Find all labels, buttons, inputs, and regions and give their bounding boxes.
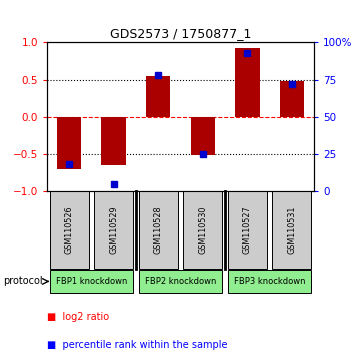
Bar bbox=[279, 81, 304, 117]
Text: GSM110529: GSM110529 bbox=[109, 206, 118, 255]
Bar bbox=[49, 270, 133, 292]
Text: GSM110530: GSM110530 bbox=[198, 206, 207, 254]
Bar bbox=[191, 117, 215, 155]
Bar bbox=[235, 48, 260, 117]
Text: GSM110528: GSM110528 bbox=[154, 206, 163, 255]
Bar bbox=[139, 270, 222, 292]
Text: ■  percentile rank within the sample: ■ percentile rank within the sample bbox=[47, 341, 227, 350]
Text: ■  log2 ratio: ■ log2 ratio bbox=[47, 312, 109, 322]
Text: GSM110531: GSM110531 bbox=[287, 206, 296, 254]
Bar bbox=[101, 117, 126, 165]
Bar bbox=[94, 191, 133, 269]
Bar bbox=[139, 191, 178, 269]
Text: GSM110526: GSM110526 bbox=[65, 206, 74, 255]
Title: GDS2573 / 1750877_1: GDS2573 / 1750877_1 bbox=[110, 27, 251, 40]
Bar bbox=[228, 270, 312, 292]
Text: FBP1 knockdown: FBP1 knockdown bbox=[56, 277, 127, 286]
Text: protocol: protocol bbox=[4, 276, 43, 286]
Text: FBP3 knockdown: FBP3 knockdown bbox=[234, 277, 305, 286]
Bar bbox=[272, 191, 312, 269]
Bar bbox=[57, 117, 82, 169]
Text: GSM110527: GSM110527 bbox=[243, 206, 252, 255]
Text: FBP2 knockdown: FBP2 knockdown bbox=[145, 277, 216, 286]
Bar bbox=[146, 76, 170, 117]
Bar bbox=[228, 191, 267, 269]
Bar bbox=[183, 191, 222, 269]
Bar bbox=[49, 191, 89, 269]
